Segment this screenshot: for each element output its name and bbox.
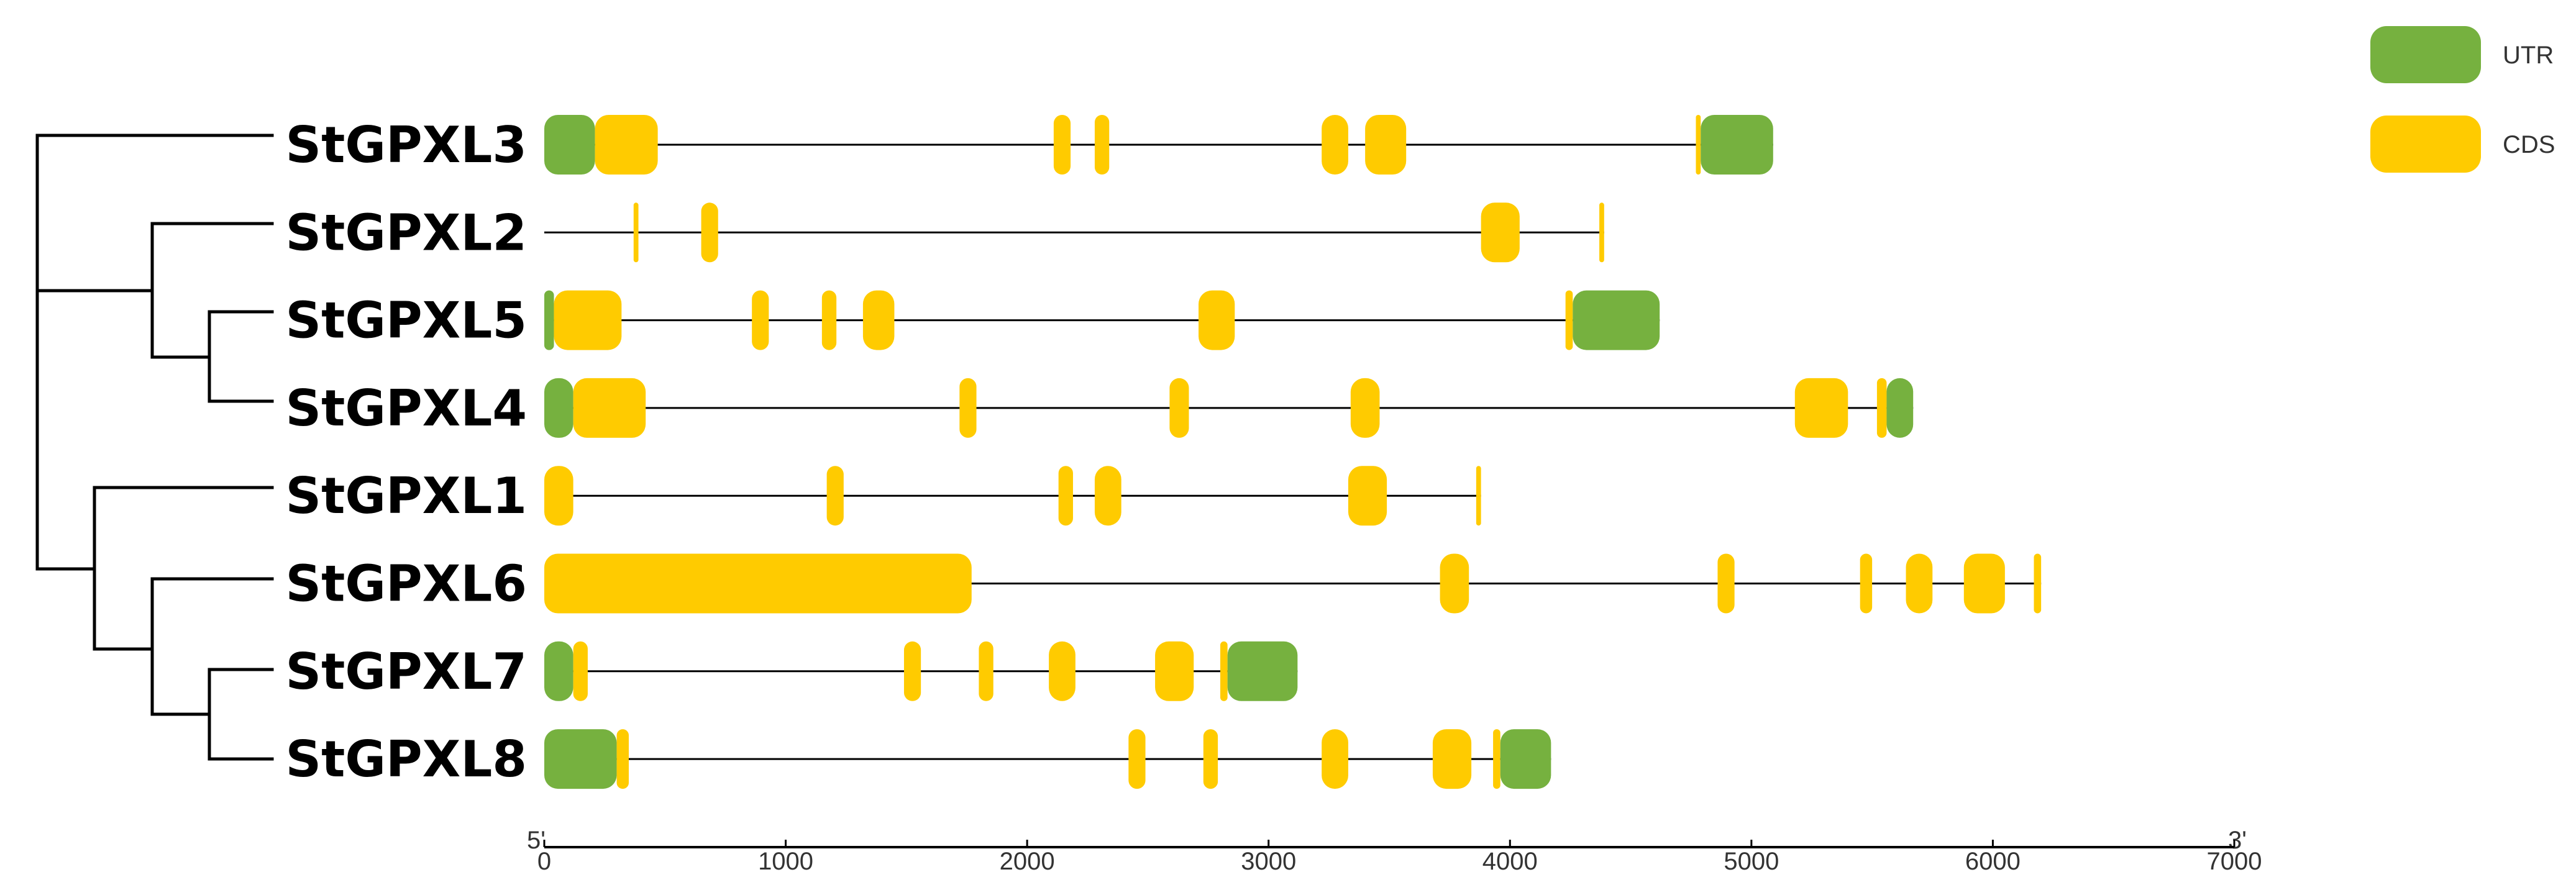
cds-block	[1794, 378, 1848, 438]
axis-end-label: 3'	[2228, 827, 2247, 854]
cds-block	[1199, 290, 1235, 350]
cds-block	[1717, 553, 1735, 614]
utr-block	[544, 378, 573, 438]
gene-label-stgpxl5: StGPXL5	[286, 292, 527, 350]
cds-block	[1440, 553, 1469, 614]
cds-block	[1432, 729, 1472, 789]
cds-block	[862, 290, 895, 350]
utr-block	[1701, 115, 1773, 175]
cds-block	[544, 553, 972, 614]
gene-row-stgpxl4: StGPXL4	[286, 378, 1914, 438]
gene-row-stgpxl1: StGPXL1	[286, 466, 1481, 526]
gene-row-stgpxl6: StGPXL6	[286, 553, 2042, 614]
cds-block	[1860, 553, 1873, 614]
utr-block	[1227, 641, 1298, 701]
cds-block	[979, 641, 993, 701]
cds-block	[1476, 466, 1481, 526]
cds-block	[1876, 378, 1887, 438]
cds-block	[903, 641, 921, 701]
cds-block	[1696, 115, 1701, 175]
cds-block	[752, 290, 769, 350]
cds-block	[1128, 729, 1146, 789]
cds-block	[1906, 553, 1933, 614]
axis-tick-label: 4000	[1482, 848, 1538, 875]
axis-start-label: 5'	[527, 827, 546, 854]
cds-block	[1348, 466, 1387, 526]
gene-label-stgpxl3: StGPXL3	[286, 116, 527, 174]
cds-block	[1094, 115, 1110, 175]
utr-block	[1500, 729, 1551, 789]
cds-block	[1322, 115, 1348, 175]
gene-row-stgpxl7: StGPXL7	[286, 641, 1298, 701]
utr-block	[544, 641, 573, 701]
cds-block	[1963, 553, 2005, 614]
gene-label-stgpxl7: StGPXL7	[286, 643, 527, 701]
cds-block	[1203, 729, 1218, 789]
cds-block	[821, 290, 837, 350]
cds-block	[1565, 290, 1573, 350]
gene-label-stgpxl1: StGPXL1	[286, 467, 527, 525]
axis-tick-label: 6000	[1965, 848, 2021, 875]
cds-block	[595, 115, 658, 175]
cds-block	[1220, 641, 1228, 701]
axis-tick-label: 0	[537, 848, 551, 875]
cds-block	[1365, 115, 1407, 175]
cds-block	[2034, 553, 2042, 614]
utr-block	[544, 115, 595, 175]
gene-label-stgpxl8: StGPXL8	[286, 730, 527, 788]
gene-row-stgpxl8: StGPXL8	[286, 729, 1551, 789]
gene-row-stgpxl3: StGPXL3	[286, 115, 1773, 175]
utr-block	[1886, 378, 1914, 438]
cds-block	[1322, 729, 1348, 789]
cds-block	[616, 729, 629, 789]
gene-row-stgpxl2: StGPXL2	[286, 202, 1604, 263]
gene-rows: StGPXL3 StGPXL2 StGPXL5 StGPXL4 StGPXL1 StGPX…	[286, 115, 2042, 789]
axis-tick-label: 5000	[1724, 848, 1779, 875]
cds-block	[1155, 641, 1194, 701]
utr-block	[544, 290, 554, 350]
cds-block	[701, 202, 718, 263]
cds-block	[633, 202, 639, 263]
legend-swatch-cds	[2370, 116, 2481, 173]
axis-ticks: 0 1000 2000 3000 4000 5000 6000 7000	[537, 840, 2262, 875]
gene-label-stgpxl6: StGPXL6	[286, 555, 527, 613]
legend-swatch-utr	[2370, 26, 2481, 83]
utr-block	[544, 729, 617, 789]
legend-label-cds: CDS	[2503, 131, 2555, 158]
cds-block	[959, 378, 977, 438]
cds-block	[554, 290, 622, 350]
axis-tick-label: 1000	[758, 848, 813, 875]
utr-block	[1573, 290, 1660, 350]
cds-block	[826, 466, 844, 526]
cds-block	[1350, 378, 1380, 438]
gene-row-stgpxl5: StGPXL5	[286, 290, 1660, 350]
cds-block	[1049, 641, 1076, 701]
cds-block	[573, 641, 588, 701]
legend: UTR CDS	[2370, 26, 2555, 173]
phylogenetic-tree	[35, 134, 274, 761]
position-axis: 5' 3' 0 1000 2000 3000 4000 5000 6000 7000	[527, 827, 2262, 875]
cds-block	[544, 466, 573, 526]
cds-block	[1094, 466, 1121, 526]
cds-block	[1053, 115, 1071, 175]
cds-block	[1599, 202, 1604, 263]
gene-label-stgpxl2: StGPXL2	[286, 204, 527, 261]
axis-tick-label: 2000	[1000, 848, 1055, 875]
gene-label-stgpxl4: StGPXL4	[286, 379, 527, 437]
cds-block	[1481, 202, 1520, 263]
legend-label-utr: UTR	[2503, 42, 2554, 69]
axis-tick-label: 7000	[2206, 848, 2262, 875]
cds-block	[1058, 466, 1073, 526]
axis-tick-label: 3000	[1241, 848, 1296, 875]
cds-block	[1493, 729, 1500, 789]
cds-block	[573, 378, 646, 438]
cds-block	[1169, 378, 1189, 438]
